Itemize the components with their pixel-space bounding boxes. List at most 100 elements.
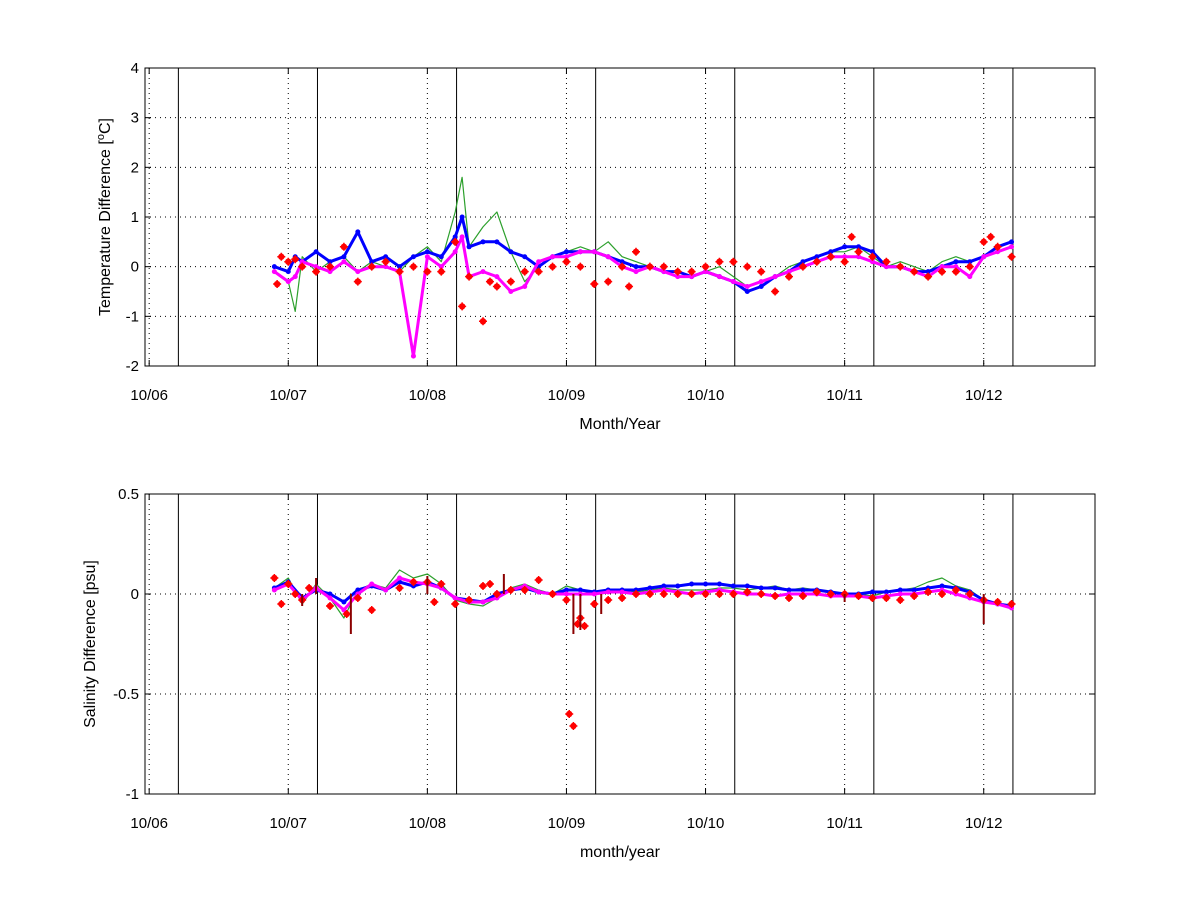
temperature-series-1-point-42 [828,249,834,255]
salinity-series-2-point-0 [271,587,277,593]
temperature-series-2-point-0 [271,269,277,275]
temperature-series-2-point-19 [508,289,514,294]
temperature-series-3-marker-cross-15 [451,237,460,246]
temperature-series-3-marker-cross-58 [986,232,995,241]
salinity-panel: 10/06 10/07 10/08 10/09 10/10 10/11 10/12 -1 -0.… [82,486,1096,861]
salinity-x-axis-title: month/year [580,844,661,861]
salinity-series [270,569,1016,730]
salinity-xtick-label-5: 10/11 [826,815,862,832]
temperature-series-3-marker-cross-23 [534,267,543,276]
salinity-series-3-marker-cross-2 [284,580,293,588]
temperature-series-2-point-1 [285,279,291,285]
temperature-series-2-point-54 [995,249,1001,255]
temperature-series-2-point-14 [452,249,458,255]
temperature-series-3-marker-cross-20 [492,282,501,291]
salinity-series-3-marker-cross-36 [673,590,682,598]
salinity-series-1-point-46 [911,587,917,593]
temperature-series-3-marker-cross-27 [590,280,599,289]
salinity-ytick-label-0: -1 [126,786,139,803]
salinity-series-3-marker-cross-21 [520,586,529,594]
temperature-series-3-marker-cross-44 [812,257,821,266]
salinity-series-3-marker-cross-18 [485,580,494,588]
temperature-series-3-marker-cross-51 [896,262,905,271]
temperature-series-1-point-27 [619,259,625,265]
temperature-xtick-label-3: 10/09 [548,387,586,404]
temperature-series-3-marker-cross-1 [277,252,286,261]
salinity-series-3-marker-cross-55 [937,590,946,598]
salinity-series-3-marker-cross-15 [451,600,460,608]
salinity-series-1-point-33 [730,583,736,589]
salinity-series-1-point-21 [563,587,569,593]
temperature-series-3-marker-cross-4 [298,262,307,271]
salinity-series-3-marker-cross-31 [604,596,613,604]
temperature-series-3-marker-cross-26 [576,262,585,271]
temperature-series-3-marker-cross-43 [798,262,807,271]
salinity-ytick-label-3: 0.5 [118,486,139,503]
temperature-series-3-marker-cross-50 [882,257,891,266]
salinity-xtick-label-0: 10/06 [130,815,168,832]
temperature-series-2-point-22 [550,254,556,260]
temperature-series-3-marker-cross-54 [937,267,946,276]
salinity-ytick-label-2: 0 [131,586,139,603]
salinity-xtick-label-1: 10/07 [269,815,307,832]
temperature-series-2-point-20 [522,284,528,290]
salinity-series-2-point-9 [397,575,403,581]
temperature-series-2-point-32 [689,274,695,280]
temperature-series-3-marker-cross-60 [1007,252,1016,261]
temperature-x-axis-title: Month/Year [579,416,661,433]
salinity-series-3-marker-cross-59 [993,598,1002,606]
salinity-series-3-marker-cross-32 [618,594,627,602]
temperature-series-3-marker-cross-40 [757,267,766,276]
temperature-ytick-label-3: 1 [131,209,139,226]
salinity-series-1-point-34 [744,583,750,589]
temperature-series-3-marker-cross-0 [273,280,282,289]
temperature-series-3-marker-cross-38 [729,257,738,266]
salinity-series-3-marker-cross-37 [687,590,696,598]
salinity-series-1-point-48 [939,583,945,589]
temperature-series-2-point-24 [577,249,583,255]
temperature-ytick-label-2: 0 [131,259,139,276]
temperature-series-2-point-4 [313,264,319,270]
temperature-series-2-point-35 [730,279,736,285]
temperature-series-1-point-23 [563,249,569,255]
temperature-series-1-point-40 [800,259,806,265]
temperature-series-1-point-20 [522,254,528,260]
salinity-xtick-label-4: 10/10 [687,815,725,832]
temperature-series-3-marker-cross-24 [548,262,557,271]
salinity-series-3-marker-cross-35 [659,590,668,598]
salinity-series-3-marker-cross-9 [367,606,376,614]
salinity-series-2-point-45 [897,591,903,597]
salinity-series-3-marker-cross-40 [729,590,738,598]
salinity-xtick-label-2: 10/08 [409,815,447,832]
temperature-series-2-point-3 [299,259,305,265]
temperature-xtick-label-1: 10/07 [269,387,307,404]
salinity-xtick-label-6: 10/12 [965,815,1003,832]
salinity-series-3-marker-cross-50 [868,594,877,602]
temperature-series-1-point-10 [397,264,403,270]
temperature-series-3-marker-cross-5 [312,267,321,276]
temperature-series-2-point-36 [744,284,750,290]
temperature-series-2-point-2 [292,274,298,280]
salinity-series-1-point-22 [577,587,583,593]
temperature-series-2-point-38 [772,274,778,280]
temperature-series-2-point-15 [459,234,465,240]
salinity-series-3-marker-cross-16 [465,596,474,604]
temperature-series-3-marker-cross-42 [784,272,793,281]
temperature-series-3-marker-cross-34 [673,267,682,276]
temperature-series-2-point-6 [341,259,347,265]
temperature-series-1-point-37 [758,284,764,290]
temperature-series-1-point-11 [410,254,416,260]
temperature-series-3-marker-cross-41 [771,287,780,296]
temperature-series-3-marker-cross-22 [520,267,529,276]
salinity-series-3-marker-cross-26 [569,722,578,730]
temperature-series-2-point-9 [383,264,389,270]
temperature-series-2-point-18 [494,274,500,280]
salinity-series-3-marker-cross-0 [270,574,279,582]
salinity-series-1-point-30 [689,581,695,587]
temperature-series-2-point-43 [842,254,848,260]
temperature-series-1-point-44 [856,244,862,250]
temperature-series-2-point-46 [883,264,889,270]
salinity-series-2-point-24 [605,589,611,595]
salinity-series-3-marker-cross-47 [826,590,835,598]
